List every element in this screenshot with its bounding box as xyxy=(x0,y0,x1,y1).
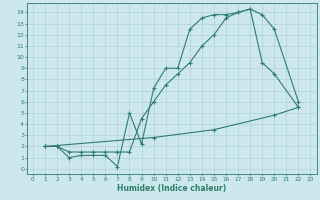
X-axis label: Humidex (Indice chaleur): Humidex (Indice chaleur) xyxy=(117,184,226,193)
